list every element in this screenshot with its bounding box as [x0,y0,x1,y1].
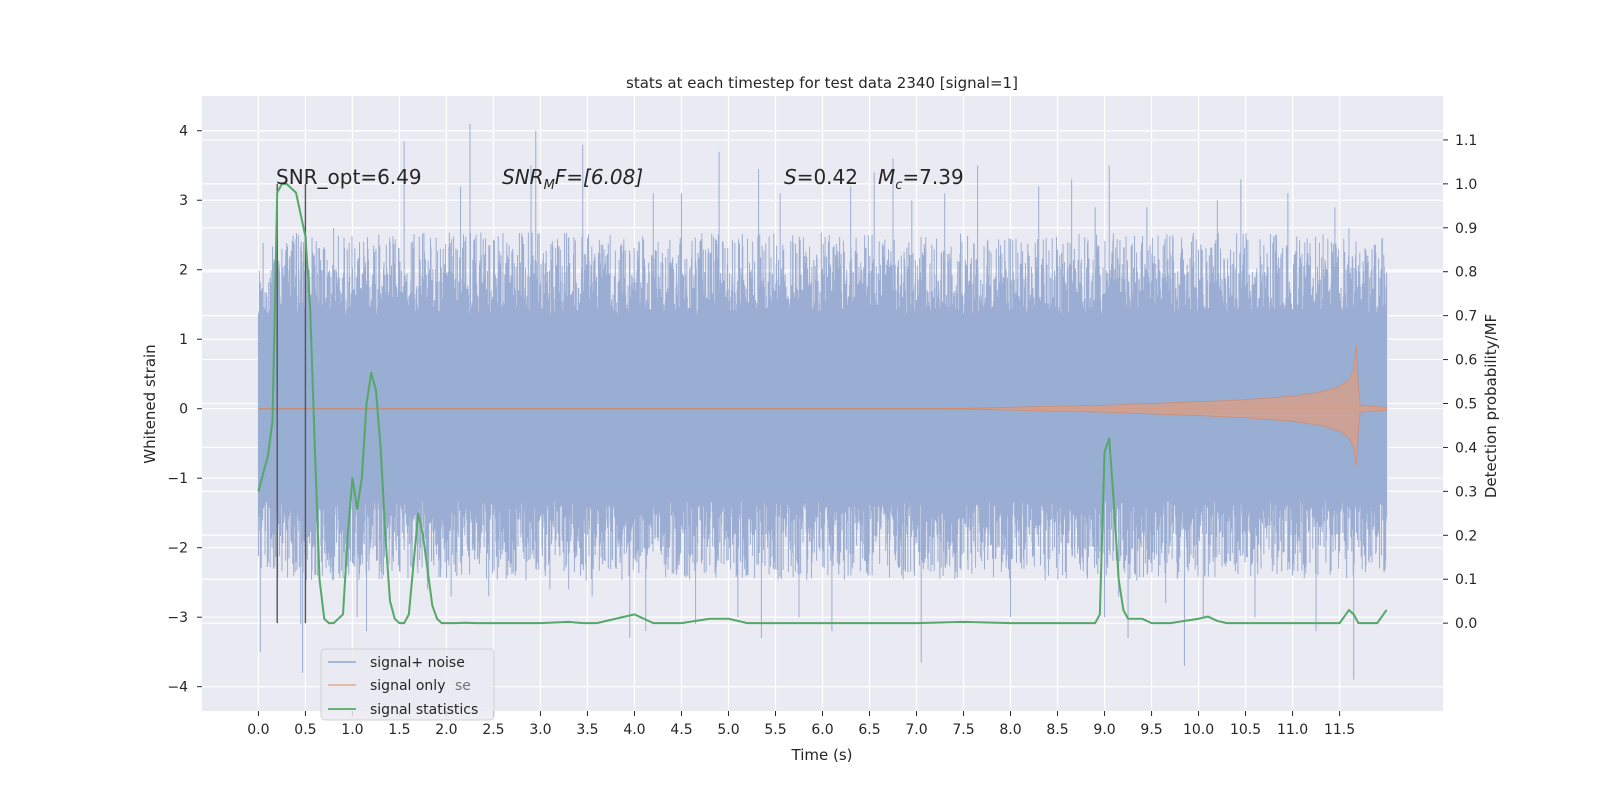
x-tick-label: 7.0 [905,722,927,738]
y-left-tick-label: −1 [167,471,188,487]
y-right-tick-label: 0.5 [1455,397,1477,413]
x-tick-label: 5.5 [764,722,786,738]
y-left-tick-label: −2 [167,541,188,557]
x-tick-label: 9.5 [1140,722,1162,738]
x-tick-label: 2.5 [482,722,504,738]
x-tick-label: 11.5 [1324,722,1355,738]
x-axis-label: Time (s) [791,746,853,764]
x-tick-label: 4.5 [670,722,692,738]
y-axis-right-label: Detection probability/MF [1482,314,1500,498]
x-tick-label: 10.0 [1183,722,1214,738]
annotation-snr-opt: SNR_opt=6.49 [276,165,422,189]
annotation-s-val: =0.42 [797,165,858,189]
annotation-snr-mf: SNRMF=[6.08] [502,165,643,193]
annotation-mc-var: M [878,165,895,189]
legend-label-signal-only: signal only [370,678,445,694]
y-left-tick-label: 4 [179,124,188,140]
legend-label-signal-statistics: signal statistics [370,702,478,718]
legend: signal+ noise signal only se signal stat… [320,648,495,721]
y-right-tick-label: 1.1 [1455,133,1477,149]
x-tick-label: 10.5 [1230,722,1261,738]
vertical-markers [276,183,307,624]
x-tick-label: 2.0 [435,722,457,738]
y-right-tick-label: 0.9 [1455,221,1477,237]
y-axis-left-label: Whitened strain [141,344,159,463]
y-right-tick-label: 0.0 [1455,616,1477,632]
x-tick-label: 4.0 [623,722,645,738]
annotation-s-var: S [784,165,797,189]
annotation-mc-sub: c [895,178,902,193]
annotation-snr-mf-rest: F=[6.08] [555,165,643,189]
x-tick-label: 1.0 [341,722,363,738]
legend-ghost-text: se [455,678,471,694]
series-signal-only-envelope [944,346,1387,466]
annotation-s: S=0.42 [784,165,858,189]
y-right-tick-label: 1.0 [1455,177,1477,193]
x-tick-label: 9.0 [1093,722,1115,738]
y-left-tick-label: 0 [179,402,188,418]
x-tick-label: 1.5 [388,722,410,738]
y-left-tick-label: −4 [167,680,188,696]
y-left-tick-label: −3 [167,610,188,626]
series-signal-only [258,346,1387,466]
x-tick-label: 6.0 [811,722,833,738]
x-tick-label: 3.0 [529,722,551,738]
y-left-tick-label: 1 [179,332,188,348]
legend-label-signal-noise: signal+ noise [370,655,465,671]
series-signal-statistics [257,182,1388,625]
x-tick-label: 5.0 [717,722,739,738]
annotation-mc-val: =7.39 [902,165,963,189]
x-tick-label: 8.5 [1046,722,1068,738]
y-right-tick-label: 0.3 [1455,484,1477,500]
series-signal-statistics-line [257,182,1388,625]
annotation-snr-mf-sub: M [544,178,555,193]
x-tick-label: 6.5 [858,722,880,738]
x-tick-label: 11.0 [1277,722,1308,738]
y-right-tick-label: 0.8 [1455,265,1477,281]
y-left-tick-label: 3 [179,193,188,209]
x-tick-label: 7.5 [952,722,974,738]
x-tick-label: 8.0 [999,722,1021,738]
ticks: 0.0 0.5 1.0 1.5 2.0 2.5 3.0 3.5 4.0 4.5 5.0 5.5 6.0 6… [167,124,1477,738]
y-right-tick-label: 0.1 [1455,572,1477,588]
annotation-snr-mf-main: SNR [502,165,544,189]
y-right-tick-label: 0.2 [1455,528,1477,544]
y-right-tick-label: 0.6 [1455,353,1477,369]
y-right-tick-label: 0.7 [1455,309,1477,325]
x-tick-label: 0.5 [294,722,316,738]
chart-title: stats at each timestep for test data 234… [626,74,1018,92]
y-left-tick-label: 2 [179,263,188,279]
annotation-mc: Mc=7.39 [878,165,964,193]
legend-box [320,648,495,721]
y-right-tick-label: 0.4 [1455,440,1477,456]
x-tick-label: 3.5 [576,722,598,738]
x-tick-label: 0.0 [247,722,269,738]
